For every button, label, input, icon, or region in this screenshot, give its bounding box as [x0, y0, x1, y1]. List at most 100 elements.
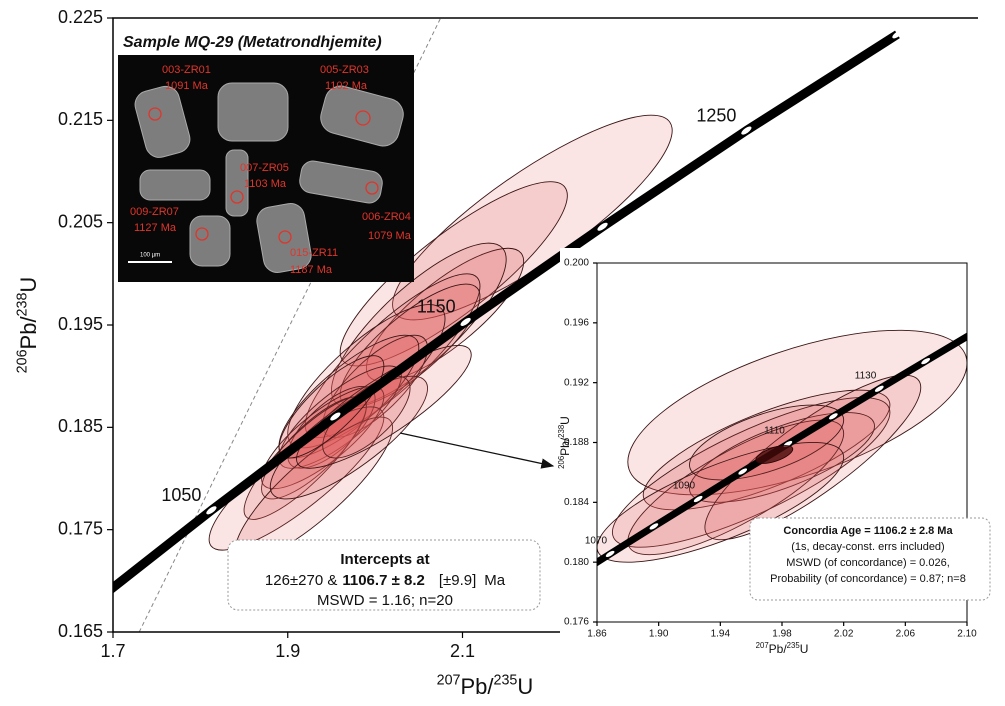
age-marker — [206, 506, 217, 515]
annotation-line: Probability (of concordance) = 0.87; n=8 — [770, 573, 966, 585]
spot — [365, 181, 379, 195]
error-ellipse — [296, 345, 472, 469]
age-label: 1130 — [855, 370, 877, 381]
grain-age: 1079 Ma — [368, 230, 412, 242]
isotope-symbol: Pb/ — [16, 316, 41, 350]
upper-intercept: 1106.7 ± 8.2 — [342, 572, 424, 589]
error-ellipse — [689, 404, 845, 481]
grain — [256, 203, 312, 273]
inset-chart: 1070 1090 1110 1130 1.86 1.90 1.94 1.98 2.02 2.06… — [557, 258, 977, 657]
grain-age: 1102 Ma — [325, 80, 368, 92]
age-label: 1090 — [673, 481, 696, 492]
isotope-symbol: Pb/ — [460, 674, 494, 699]
y-tick-label: 0.215 — [58, 109, 103, 129]
annotation-line: MSWD (of concordance) = 0.026, — [786, 557, 950, 569]
grain-age: 1187 Ma — [290, 264, 333, 276]
age-marker — [921, 358, 931, 365]
y-tick-label: 0.195 — [58, 314, 103, 334]
age-marker — [738, 468, 748, 475]
zircon-image: Sample MQ-29 (Metatrondhjemite) 003-ZR01… — [118, 34, 414, 282]
age-label: 1150 — [417, 297, 456, 317]
intercept-error: [±9.9] — [439, 572, 476, 589]
x-tick-label: 1.86 — [587, 629, 607, 640]
x-tick-label: 1.9 — [275, 641, 300, 661]
y-tick-label: 0.165 — [58, 621, 103, 641]
plot-area — [597, 329, 967, 567]
grain-id: 005-ZR03 — [320, 64, 369, 76]
age-label: 1070 — [585, 536, 608, 547]
y-tick-label: 0.175 — [58, 518, 103, 538]
age-label: 1110 — [764, 426, 785, 437]
arrow — [399, 432, 555, 469]
main-chart: 1050115012501.71.92.12.32.50.1650.1750.1… — [14, 7, 978, 699]
spot — [148, 107, 162, 121]
grain-id: 009-ZR07 — [130, 206, 179, 218]
y-tick-label: 0.196 — [564, 317, 589, 328]
y-label: 206Pb/238U — [557, 416, 572, 469]
isotope-symbol: Pb/ — [558, 437, 572, 456]
age-marker — [605, 550, 615, 558]
isotope-mass: 206 — [14, 349, 30, 373]
age-marker — [693, 495, 703, 503]
x-tick-label: 1.94 — [711, 629, 731, 640]
x-tick-label: 1.98 — [772, 629, 792, 640]
isotope-symbol: U — [800, 642, 809, 656]
age-marker — [87, 598, 100, 609]
age-marker — [828, 413, 838, 420]
x-tick-label: 2.1 — [450, 641, 475, 661]
y-tick-label: 0.200 — [564, 258, 589, 269]
grain-age: 1103 Ma — [244, 178, 287, 190]
x-tick-label: 1.7 — [100, 641, 125, 661]
isotope-mass: 238 — [14, 293, 30, 317]
age-marker — [649, 523, 659, 530]
intercept-box: Intercepts at 126±270 & 1106.7 ± 8.2 [±9.9… — [227, 539, 541, 611]
isotope-mass: 207 — [756, 641, 769, 650]
age-label: 1050 — [161, 485, 201, 505]
y-tick-label: 0.188 — [564, 437, 589, 448]
concordia-age-box: Concordia Age = 1106.2 ± 2.8 Ma (1s, dec… — [749, 517, 991, 601]
scale-label: 100 µm — [140, 253, 160, 259]
grain — [189, 215, 231, 267]
y-tick-label: 0.192 — [564, 377, 589, 388]
x-tick-label: 2.10 — [957, 629, 977, 640]
grain — [217, 82, 289, 142]
concordia-age-ellipse — [755, 445, 794, 464]
plot-area — [87, 18, 903, 632]
annotation-line: (1s, decay-const. errs included) — [791, 541, 944, 553]
age-label: 1250 — [696, 105, 736, 125]
isotope-mass: 238 — [557, 425, 566, 438]
annotation-box — [227, 539, 541, 611]
isotope-mass: 235 — [494, 672, 518, 688]
error-ellipse — [597, 442, 845, 563]
grain-age: 1091 Ma — [165, 80, 209, 92]
lower-intercept: 126±270 & — [265, 572, 337, 589]
x-tick-label: 2.06 — [896, 629, 916, 640]
grain-id: 006-ZR04 — [362, 211, 411, 223]
error-ellipse — [627, 329, 967, 496]
photo-title: Sample MQ-29 (Metatrondhjemite) — [123, 34, 382, 51]
isotope-symbol: U — [517, 674, 533, 699]
x-tick-label: 1.90 — [649, 629, 669, 640]
y-label: 206Pb/238U — [14, 277, 41, 374]
age-marker — [892, 30, 903, 39]
age-marker — [741, 126, 752, 135]
error-ellipse — [704, 374, 922, 541]
isotope-symbol: U — [16, 277, 41, 293]
y-tick-label: 0.176 — [564, 617, 589, 628]
age-marker — [597, 222, 608, 231]
error-ellipse — [339, 181, 568, 367]
grain — [134, 85, 191, 158]
isotope-mass: 207 — [437, 672, 461, 688]
isotope-symbol: Pb/ — [769, 642, 788, 656]
spot — [278, 230, 292, 244]
annotation-line: 126±270 & 1106.7 ± 8.2 [±9.9] Ma — [265, 572, 506, 589]
age-marker — [874, 385, 884, 392]
x-tick-label: 2.02 — [834, 629, 854, 640]
grain-id: 003-ZR01 — [162, 64, 211, 76]
x-label: 207Pb/235U — [437, 672, 534, 699]
isotope-symbol: U — [558, 416, 572, 425]
annotation-title: Concordia Age = 1106.2 ± 2.8 Ma — [783, 525, 953, 537]
grain — [139, 169, 211, 201]
annotation-stats: MSWD = 1.16; n=20 — [317, 592, 453, 609]
